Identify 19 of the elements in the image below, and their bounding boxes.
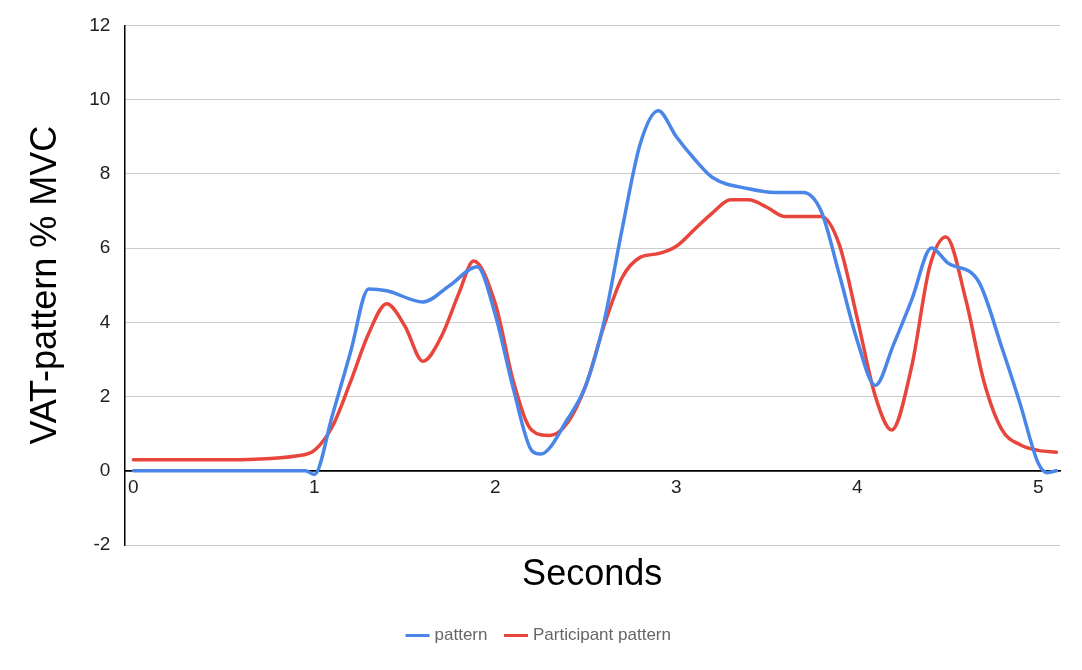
x-tick-label: 5: [1032, 476, 1044, 498]
x-tick-label: 0: [128, 476, 139, 498]
y-tick-label: -2: [93, 533, 111, 555]
y-tick-label: 10: [89, 87, 111, 109]
y-axis-title: VAT-pattern % MVC: [22, 125, 64, 445]
x-tick-label: 4: [852, 476, 864, 498]
y-tick-label: 12: [89, 13, 111, 35]
line-series: [131, 109, 1059, 477]
y-tick-label: 8: [99, 162, 111, 184]
x-axis-title: Seconds: [522, 551, 663, 593]
legend-label: pattern: [434, 625, 488, 645]
x-tick-label: 1: [309, 476, 320, 498]
y-tick-label: 6: [99, 236, 111, 258]
legend-label: Participant pattern: [532, 625, 671, 645]
y-tick-label: 0: [99, 459, 111, 481]
y-tick-label: 2: [99, 384, 111, 406]
x-tick-label: 2: [490, 476, 501, 498]
x-tick-label: 3: [671, 476, 682, 498]
y-tick-label: 4: [99, 310, 111, 332]
